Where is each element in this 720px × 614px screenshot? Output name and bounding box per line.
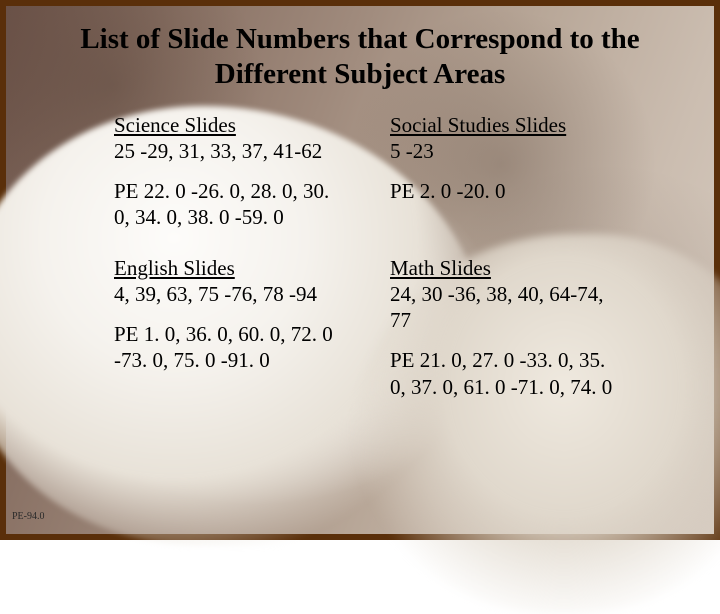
social-studies-heading: Social Studies Slides	[390, 112, 626, 138]
math-block: Math Slides 24, 30 -36, 38, 40, 64-74, 7…	[390, 255, 626, 400]
english-pe: PE 1. 0, 36. 0, 60. 0, 72. 0 -73. 0, 75.…	[114, 321, 350, 374]
math-pe: PE 21. 0, 27. 0 -33. 0, 35. 0, 37. 0, 61…	[390, 347, 626, 400]
social-studies-block: Social Studies Slides 5 -23 PE 2. 0 -20.…	[390, 112, 626, 231]
subjects-grid: Science Slides 25 -29, 31, 33, 37, 41-62…	[34, 112, 686, 400]
science-heading: Science Slides	[114, 112, 350, 138]
science-slides: 25 -29, 31, 33, 37, 41-62	[114, 138, 350, 164]
social-studies-pe: PE 2. 0 -20. 0	[390, 178, 626, 204]
english-slides: 4, 39, 63, 75 -76, 78 -94	[114, 281, 350, 307]
english-block: English Slides 4, 39, 63, 75 -76, 78 -94…	[114, 255, 350, 400]
math-heading: Math Slides	[390, 255, 626, 281]
english-heading: English Slides	[114, 255, 350, 281]
slide-content: List of Slide Numbers that Correspond to…	[6, 6, 714, 534]
math-slides: 24, 30 -36, 38, 40, 64-74, 77	[390, 281, 626, 334]
slide-frame: List of Slide Numbers that Correspond to…	[0, 0, 720, 540]
social-studies-slides: 5 -23	[390, 138, 626, 164]
slide-title: List of Slide Numbers that Correspond to…	[34, 22, 686, 92]
science-block: Science Slides 25 -29, 31, 33, 37, 41-62…	[114, 112, 350, 231]
science-pe: PE 22. 0 -26. 0, 28. 0, 30. 0, 34. 0, 38…	[114, 178, 350, 231]
